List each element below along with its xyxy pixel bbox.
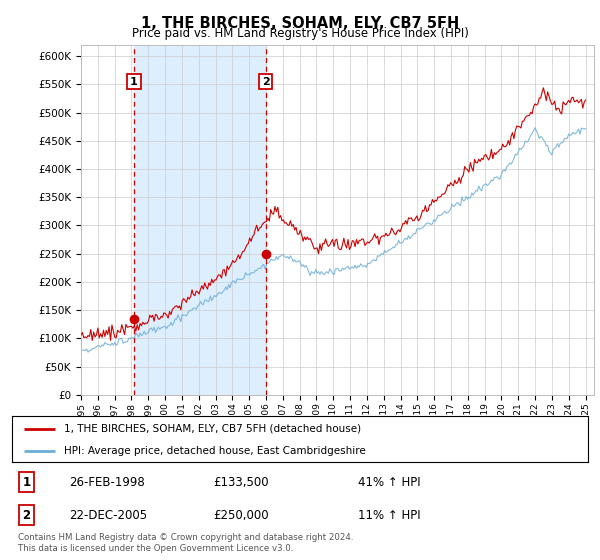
Text: Contains HM Land Registry data © Crown copyright and database right 2024.
This d: Contains HM Land Registry data © Crown c… bbox=[18, 533, 353, 553]
Text: 1: 1 bbox=[130, 77, 138, 87]
Text: 26-FEB-1998: 26-FEB-1998 bbox=[70, 475, 145, 489]
Text: 1: 1 bbox=[22, 475, 31, 489]
Text: £133,500: £133,500 bbox=[214, 475, 269, 489]
Text: 1, THE BIRCHES, SOHAM, ELY, CB7 5FH: 1, THE BIRCHES, SOHAM, ELY, CB7 5FH bbox=[141, 16, 459, 31]
Text: 11% ↑ HPI: 11% ↑ HPI bbox=[358, 508, 420, 521]
Text: 2: 2 bbox=[262, 77, 269, 87]
Bar bbox=[134, 45, 266, 395]
Text: 22-DEC-2005: 22-DEC-2005 bbox=[70, 508, 148, 521]
Text: Price paid vs. HM Land Registry's House Price Index (HPI): Price paid vs. HM Land Registry's House … bbox=[131, 27, 469, 40]
Text: £250,000: £250,000 bbox=[214, 508, 269, 521]
Text: 41% ↑ HPI: 41% ↑ HPI bbox=[358, 475, 420, 489]
Text: 2: 2 bbox=[22, 508, 31, 521]
Text: HPI: Average price, detached house, East Cambridgeshire: HPI: Average price, detached house, East… bbox=[64, 446, 365, 455]
Text: 1, THE BIRCHES, SOHAM, ELY, CB7 5FH (detached house): 1, THE BIRCHES, SOHAM, ELY, CB7 5FH (det… bbox=[64, 424, 361, 434]
